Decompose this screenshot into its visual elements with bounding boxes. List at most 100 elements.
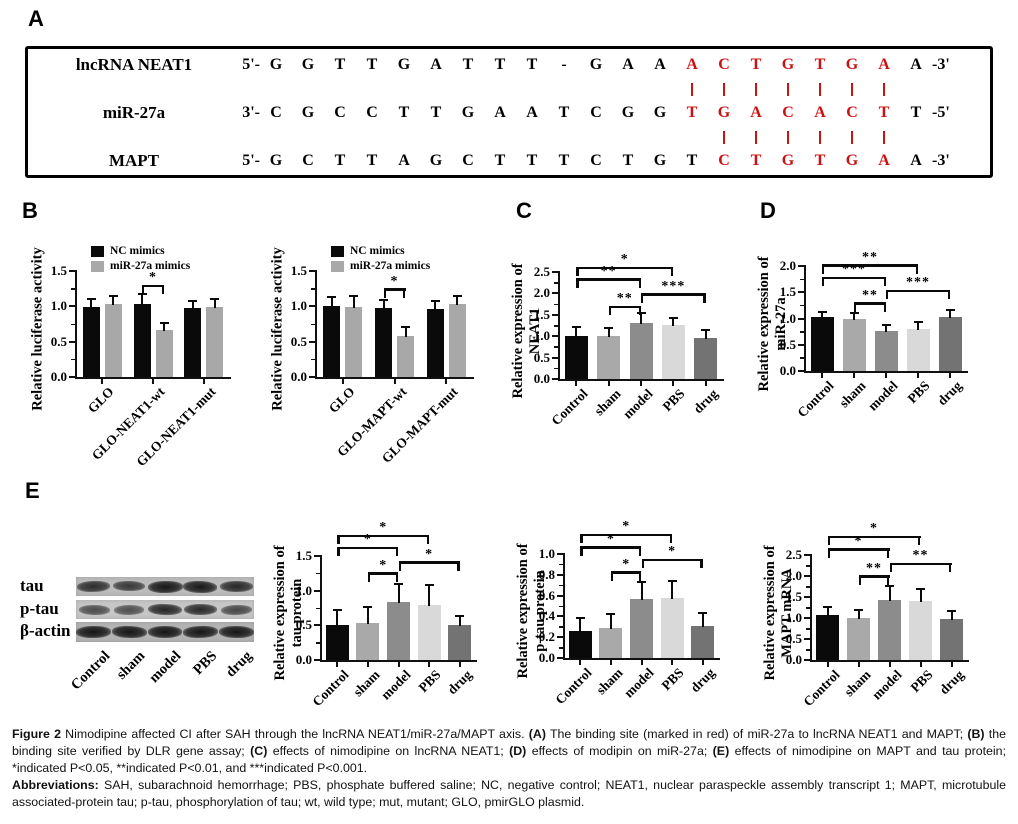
error-bar [609, 614, 612, 629]
x-tick [821, 373, 823, 378]
y-major-tick [798, 343, 804, 346]
sig-stars: ** [616, 290, 633, 306]
bond-cell [548, 78, 580, 100]
bond-cell [388, 78, 420, 100]
y-major-tick [557, 553, 563, 555]
error-bar [821, 311, 823, 319]
x-axis [558, 379, 724, 381]
y-axis-label: Relative expression of tau protein [270, 544, 308, 682]
x-tick [458, 662, 461, 667]
x-tick [919, 662, 922, 667]
blot-strip [76, 622, 254, 642]
sig-bracket-line [337, 534, 430, 538]
legend-item: NC mimics [331, 245, 430, 257]
sig-bracket-line [398, 561, 460, 564]
sequence-letter: T [494, 56, 506, 73]
sig-bracket-line [337, 546, 399, 550]
sequence-letter: G [717, 104, 731, 121]
x-tick [152, 379, 154, 384]
sig-bracket-line [367, 572, 399, 575]
caption-segment: Nimodipine affected CI after SAH through… [60, 727, 529, 741]
x-tick-label: GLO-MAPT-wt [333, 384, 410, 460]
sig-bracket-end [918, 536, 921, 546]
bar [568, 630, 592, 658]
sequence-letter: C [462, 152, 474, 169]
y-major-tick [69, 305, 75, 308]
sig-bracket-end [396, 547, 399, 557]
bond-cell [804, 126, 836, 148]
sig-stars: * [379, 557, 388, 573]
bond-cell [484, 78, 516, 100]
bond-cell [740, 78, 772, 100]
base-pair-row [38, 126, 990, 148]
caption-bold-segment: (B) [967, 727, 985, 741]
sig-bracket-end [142, 285, 145, 295]
sig-bracket-end [608, 305, 611, 315]
error-bar-cap [452, 294, 462, 297]
sig-stars: * [363, 532, 372, 548]
sig-stars: * [620, 252, 629, 268]
caption-bold-segment: Figure 2 [12, 727, 61, 741]
x-tick [428, 662, 431, 667]
sequence-letter: T [750, 152, 762, 169]
bond-cell [548, 126, 580, 148]
sig-bracket-line [608, 305, 641, 308]
y-major-tick [557, 573, 563, 576]
bar [629, 323, 653, 379]
y-minor-tick [559, 626, 563, 628]
bar [417, 604, 441, 660]
x-tick [949, 373, 951, 378]
y-minor-tick [800, 331, 804, 333]
y-minor-tick [806, 586, 810, 588]
caption-segment: SAH, subarachnoid hemorrhage; PBS, phosp… [12, 777, 1006, 809]
x-tick [366, 662, 369, 667]
error-bar [382, 300, 385, 310]
error-bar-cap [210, 297, 220, 300]
y-tick-label: 0.0 [295, 652, 312, 667]
bond-cell [420, 126, 452, 148]
y-axis-label-line: Relative luciferase activity [269, 247, 286, 411]
caption-segment: the binding site verified by DLR gene as… [12, 727, 1006, 758]
y-tick-label: 0.5 [785, 631, 802, 646]
y-tick-label: 2.0 [779, 258, 796, 273]
sig-stars: * [622, 556, 631, 572]
x-tick [336, 662, 339, 667]
x-tick [445, 379, 448, 384]
sequence-letter: C [270, 104, 282, 121]
sequence-letter: T [334, 56, 346, 73]
sig-bracket-line [576, 267, 674, 270]
base-pair-bond [850, 82, 854, 96]
sig-bracket-end [883, 302, 886, 312]
sig-bracket-end [638, 278, 641, 288]
bond-cell [804, 78, 836, 100]
bond-cell [580, 126, 612, 148]
y-tick-label: 0.5 [533, 349, 550, 365]
x-tick [101, 379, 104, 384]
bond-cell [900, 126, 932, 148]
sequence-letter: A [750, 104, 762, 121]
sig-bracket-end [610, 571, 614, 581]
error-bar [640, 582, 643, 600]
y-axis [563, 553, 565, 658]
sequence-letter: T [878, 104, 890, 121]
caption-segment: The binding site (marked in red) of miR-… [545, 727, 968, 741]
y-minor-tick [559, 647, 563, 649]
bar [878, 600, 901, 660]
y-axis-label: Relative luciferase activity [27, 247, 49, 410]
sequence-letter: A [686, 56, 698, 73]
sig-bracket-line [854, 302, 886, 305]
x-tick [671, 660, 674, 665]
y-axis-label-line: Relative luciferase activity [29, 247, 46, 411]
error-bar-cap [394, 582, 403, 585]
sig-bracket-end [426, 535, 430, 545]
sig-bracket-end [886, 290, 889, 300]
y-axis-label: Relative luciferase activity [267, 247, 289, 410]
x-tick [888, 662, 891, 667]
y-tick-label: 1.5 [50, 263, 67, 278]
base-pair-bond [722, 82, 726, 96]
bond-cell [452, 78, 484, 100]
error-bar [458, 616, 461, 626]
y-minor-tick [800, 304, 804, 307]
bar [847, 618, 870, 660]
x-tick [704, 381, 707, 386]
